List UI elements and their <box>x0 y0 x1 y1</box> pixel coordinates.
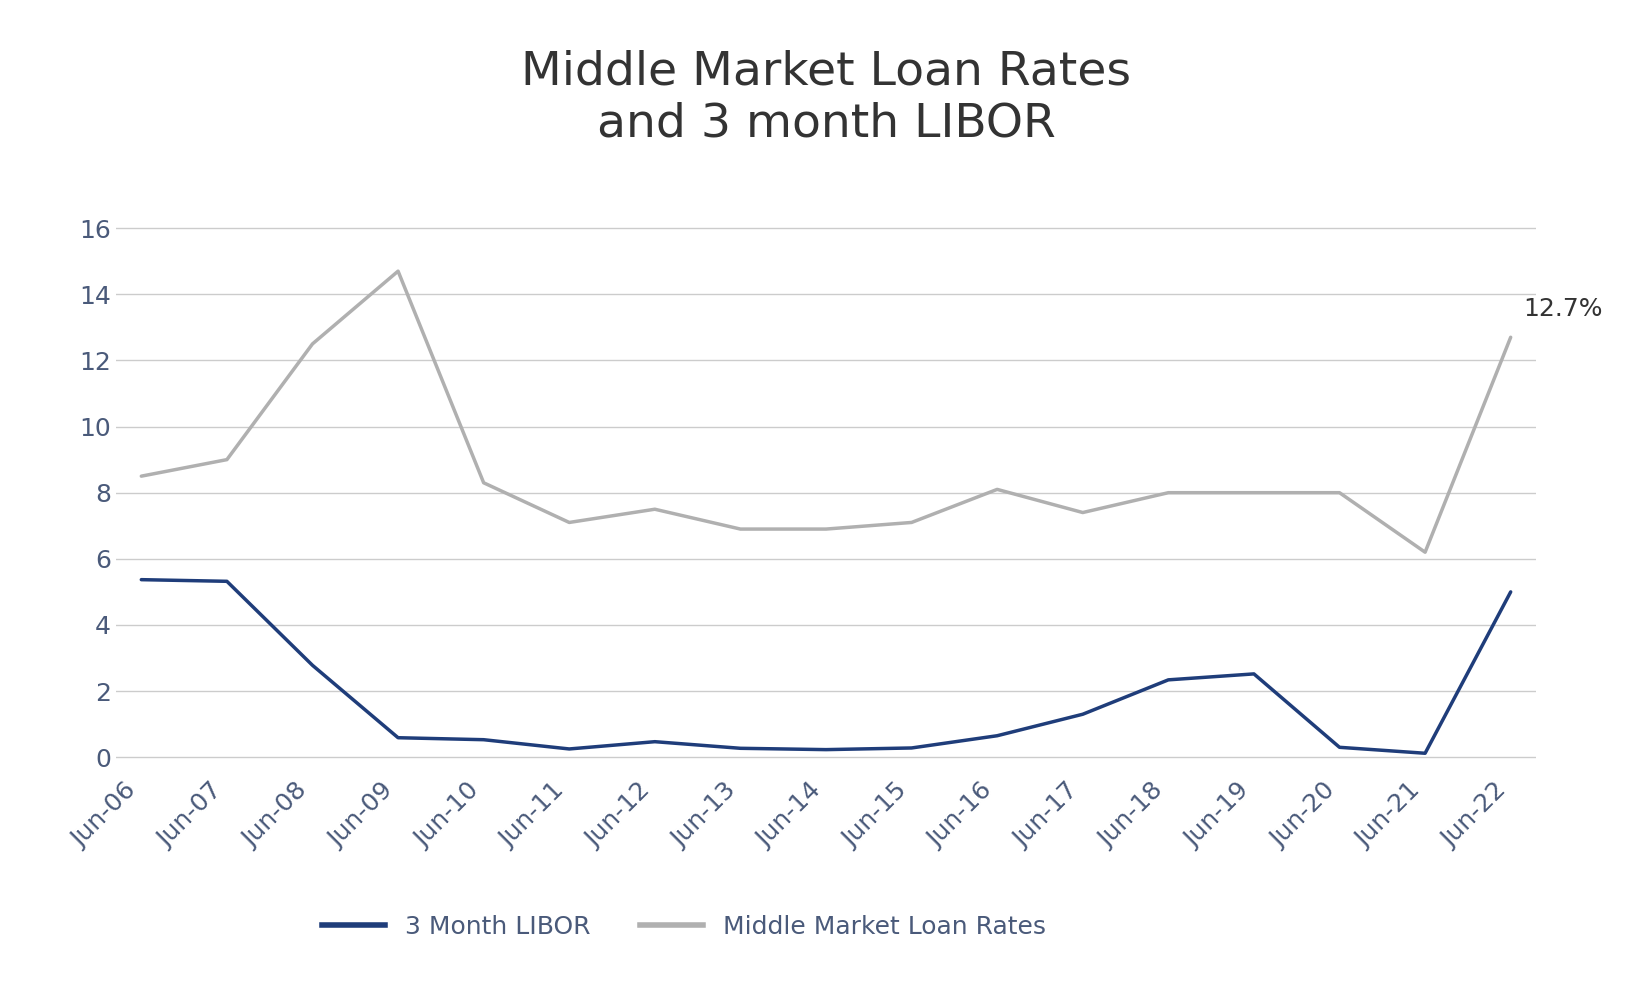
3 Month LIBOR <box>1158 674 1178 685</box>
Middle Market Loan Rates <box>1158 487 1178 499</box>
Middle Market Loan Rates <box>302 338 322 350</box>
Legend: 3 Month LIBOR, Middle Market Loan Rates: 3 Month LIBOR, Middle Market Loan Rates <box>309 903 1059 951</box>
3 Month LIBOR <box>902 742 922 754</box>
Middle Market Loan Rates <box>1330 487 1350 499</box>
3 Month LIBOR <box>1500 586 1520 598</box>
3 Month LIBOR <box>132 573 152 585</box>
Middle Market Loan Rates <box>816 523 836 535</box>
3 Month LIBOR <box>816 744 836 756</box>
3 Month LIBOR <box>1072 708 1092 720</box>
3 Month LIBOR <box>1330 741 1350 753</box>
3 Month LIBOR <box>988 730 1008 742</box>
3 Month LIBOR <box>1244 668 1264 680</box>
3 Month LIBOR <box>730 742 750 754</box>
3 Month LIBOR <box>1416 747 1436 759</box>
Middle Market Loan Rates <box>644 503 664 515</box>
3 Month LIBOR <box>560 743 580 755</box>
Middle Market Loan Rates <box>1416 547 1436 558</box>
3 Month LIBOR <box>388 732 408 744</box>
Middle Market Loan Rates <box>1244 487 1264 499</box>
Middle Market Loan Rates <box>1072 507 1092 519</box>
Middle Market Loan Rates <box>902 517 922 529</box>
Middle Market Loan Rates <box>988 483 1008 495</box>
3 Month LIBOR <box>302 660 322 672</box>
Middle Market Loan Rates <box>560 517 580 529</box>
Middle Market Loan Rates <box>388 265 408 277</box>
Line: Middle Market Loan Rates: Middle Market Loan Rates <box>142 271 1510 553</box>
3 Month LIBOR <box>216 575 236 587</box>
Middle Market Loan Rates <box>216 453 236 465</box>
Middle Market Loan Rates <box>730 523 750 535</box>
Line: 3 Month LIBOR: 3 Month LIBOR <box>142 579 1510 753</box>
Middle Market Loan Rates <box>474 477 494 489</box>
Title: Middle Market Loan Rates
and 3 month LIBOR: Middle Market Loan Rates and 3 month LIB… <box>520 50 1132 147</box>
Middle Market Loan Rates <box>132 470 152 482</box>
Text: 12.7%: 12.7% <box>1523 297 1602 320</box>
3 Month LIBOR <box>644 736 664 748</box>
Middle Market Loan Rates <box>1500 331 1520 343</box>
3 Month LIBOR <box>474 734 494 746</box>
